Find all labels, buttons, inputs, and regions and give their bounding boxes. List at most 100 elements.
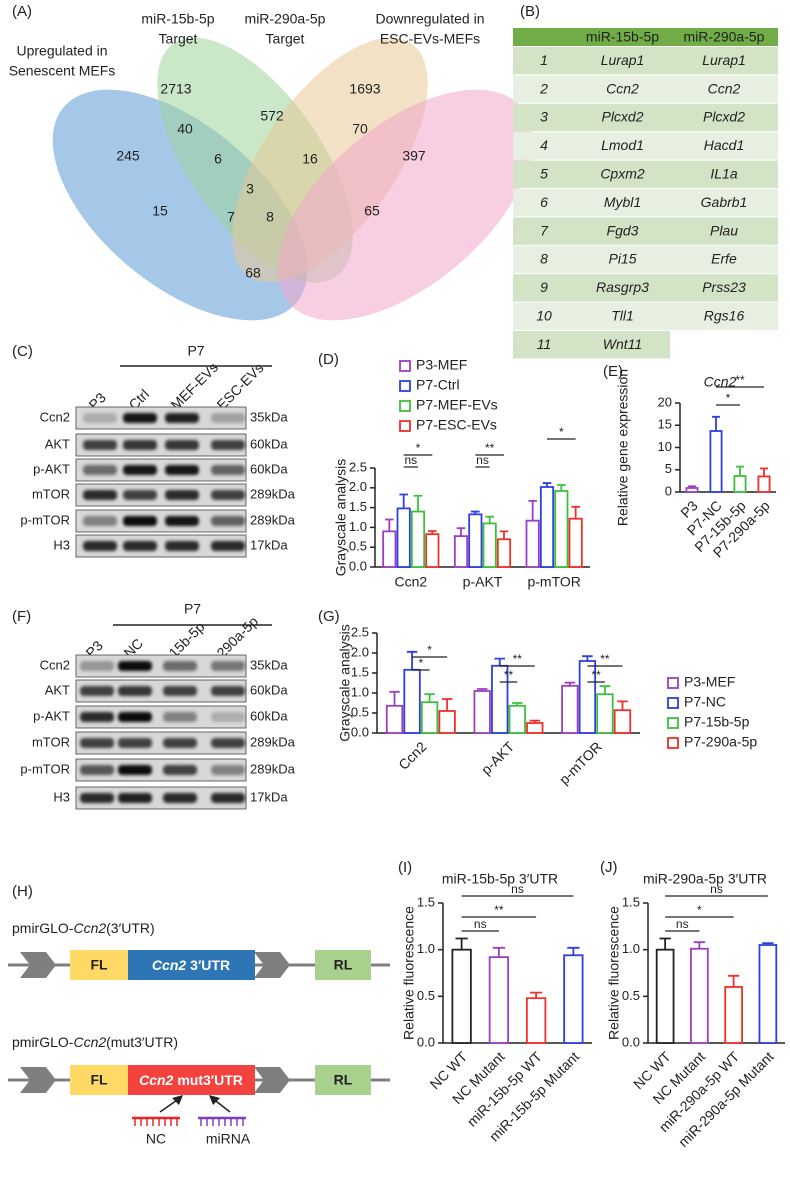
- chart-title: miR-15b-5p 3′UTR: [442, 871, 558, 887]
- error-bar: [736, 465, 744, 476]
- bar: [385, 704, 404, 734]
- arrow-head: [209, 1095, 220, 1105]
- venn-count: 397: [402, 148, 426, 164]
- error-bar: [688, 485, 696, 488]
- size-label: 60kDa: [250, 461, 288, 476]
- venn-set-label: Downregulated in: [376, 11, 485, 27]
- table-cell: Lurap1: [601, 52, 645, 68]
- size-label: 289kDa: [250, 734, 296, 749]
- venn-count: 40: [177, 121, 193, 137]
- blot-strip: [75, 458, 247, 482]
- band: [211, 765, 245, 775]
- bar: [403, 668, 421, 734]
- bar: [724, 986, 743, 1044]
- venn-set-label: Target: [266, 31, 305, 47]
- legend-label: P7-15b-5p: [684, 714, 750, 730]
- blot-strip: [75, 534, 247, 558]
- venn-count: 572: [260, 108, 284, 124]
- protein-label: H3: [53, 537, 70, 552]
- table-cell: Gabrb1: [701, 194, 748, 210]
- y-axis-label: Relative gene expression: [615, 369, 631, 526]
- y-tick-label: 1.0: [417, 941, 435, 956]
- band: [118, 712, 152, 722]
- blot-group-label: P7: [187, 343, 204, 359]
- bar: [613, 709, 632, 734]
- legend-swatch: [399, 420, 411, 432]
- rl-label: RL: [334, 957, 353, 973]
- band: [211, 661, 245, 671]
- protein-label: AKT: [45, 436, 70, 451]
- table-cell: Plcxd2: [703, 109, 745, 125]
- error-bar: [582, 655, 593, 661]
- band: [80, 738, 114, 748]
- error-bar: [499, 530, 509, 540]
- bar: [488, 956, 510, 1044]
- band: [123, 516, 157, 526]
- blot-strip: [75, 786, 247, 810]
- utr-label: Ccn2 mut3′UTR: [139, 1072, 243, 1088]
- blot-group-label: P7: [184, 601, 201, 617]
- y-tick-label: 1.5: [351, 664, 369, 679]
- band: [80, 793, 114, 803]
- table-row: [513, 75, 778, 103]
- error-bar: [456, 527, 466, 537]
- panel-label: (I): [398, 859, 412, 876]
- significance-label: **: [600, 652, 610, 666]
- significance-label: *: [418, 656, 423, 670]
- venn-set-label: ESC-EVs-MEFs: [380, 31, 480, 47]
- oligo-label: NC: [146, 1131, 166, 1147]
- y-tick-label: 1.5: [349, 499, 367, 514]
- band: [165, 413, 199, 423]
- y-axis-label: Relative fluorescence: [606, 906, 622, 1040]
- bar: [496, 538, 512, 568]
- table-row: [513, 47, 778, 75]
- legend-swatch: [667, 737, 679, 749]
- utr-label-part: Ccn2: [152, 957, 186, 973]
- blot-strip: [75, 654, 247, 678]
- table-row: [513, 189, 778, 217]
- band: [118, 686, 152, 696]
- protein-label: mTOR: [32, 734, 70, 749]
- error-bar: [428, 530, 437, 535]
- band: [165, 516, 199, 526]
- y-tick-label: 1.0: [349, 519, 367, 534]
- utr-label-part: Ccn2: [139, 1072, 173, 1088]
- y-tick-label: 1.0: [622, 941, 640, 956]
- significance-label: **: [591, 668, 601, 682]
- venn-count: 65: [364, 203, 380, 219]
- error-bar: [485, 515, 494, 524]
- y-axis-label: Relative fluorescence: [401, 906, 417, 1040]
- protein-label: p-mTOR: [20, 761, 70, 776]
- legend-label: P7-290a-5p: [684, 734, 757, 750]
- band: [165, 465, 199, 475]
- legend-swatch: [399, 400, 411, 412]
- error-bar: [557, 484, 566, 491]
- bar: [596, 693, 614, 734]
- band: [80, 686, 114, 696]
- panel-label: (C): [12, 343, 33, 360]
- table-header-cell: miR-290a-5p: [684, 29, 765, 45]
- band: [211, 738, 245, 748]
- error-bar: [762, 942, 774, 945]
- band: [163, 738, 197, 748]
- blot-strip: [75, 483, 247, 507]
- chart-title: miR-290a-5p 3′UTR: [643, 871, 767, 887]
- venn-set-label: Senescent MEFs: [9, 63, 116, 79]
- legend-label: P7-ESC-EVs: [416, 417, 497, 433]
- construct-title-part: Ccn2: [73, 1034, 106, 1050]
- error-bar: [529, 991, 543, 999]
- band: [123, 541, 157, 551]
- venn-count: 68: [245, 265, 261, 281]
- lane-label: ESC-EVs: [213, 360, 266, 413]
- band: [211, 465, 245, 475]
- y-tick-label: 0.5: [417, 988, 435, 1003]
- error-bar: [571, 505, 580, 519]
- table-row: [513, 217, 778, 245]
- panel-label: (G): [318, 608, 340, 625]
- band: [83, 413, 117, 423]
- error-bar: [760, 467, 768, 477]
- y-tick-label: 2.0: [349, 479, 367, 494]
- band: [163, 686, 197, 696]
- bar: [508, 704, 526, 734]
